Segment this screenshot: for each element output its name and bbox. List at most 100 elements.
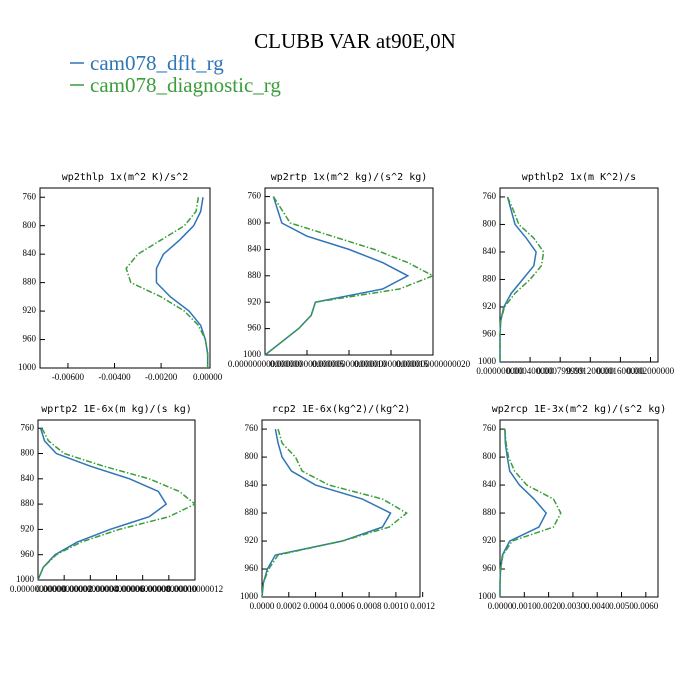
x-tick-label: 0.00000000002 (36, 584, 92, 594)
x-tick-label: 0.000000000000020 (396, 359, 471, 369)
legend-entry: cam078_dflt_rg (90, 51, 224, 75)
x-tick-label: 0.00000000006 (88, 584, 145, 594)
x-tick-label: 0.0000 (488, 601, 513, 611)
x-tick-label: 0.0060 (633, 601, 658, 611)
panel-title: rcp2 1E-6x(kg^2)/(kg^2) (272, 404, 410, 415)
x-tick-label: 0.000000000000000 (228, 359, 303, 369)
x-tick-label: 0.000000000 (476, 366, 524, 376)
profile-line (155, 197, 209, 368)
panel-title: wp2rtp 1x(m^2 kg)/(s^2 kg) (271, 172, 428, 183)
y-tick-label: 960 (483, 329, 497, 339)
y-tick-label: 800 (248, 217, 262, 227)
panel-title: wprtp2 1E-6x(m kg)/(s kg) (41, 404, 192, 415)
x-tick-label: 0.00000000004 (62, 584, 119, 594)
plot-frame (39, 187, 211, 369)
y-tick-label: 1000 (478, 356, 497, 366)
profile-line (264, 196, 435, 356)
y-tick-label: 960 (483, 563, 497, 573)
y-tick-label: 1000 (18, 362, 37, 372)
x-tick-label: 0.0004 (303, 601, 328, 611)
y-tick-label: 800 (483, 219, 497, 229)
y-tick-label: 760 (23, 191, 37, 201)
y-tick-label: 840 (483, 479, 497, 489)
y-tick-label: 1000 (478, 591, 497, 601)
y-tick-label: 760 (483, 191, 497, 201)
x-tick-label: 0.0040 (585, 601, 610, 611)
y-tick-label: 800 (245, 451, 259, 461)
y-tick-label: 1000 (243, 349, 262, 359)
y-tick-label: 760 (21, 422, 35, 432)
y-tick-label: 880 (483, 507, 497, 517)
x-tick-label: 0.000799999 (537, 366, 585, 376)
x-tick-label: 0.0006 (330, 601, 355, 611)
x-tick-label: -0.00200 (145, 372, 178, 382)
y-tick-label: 960 (245, 563, 259, 573)
x-tick-label: -0.00400 (98, 372, 131, 382)
x-tick-label: 0.0010 (512, 601, 537, 611)
x-tick-label: 0.00000000000 (10, 584, 67, 594)
x-tick-label: 0.001200000 (567, 366, 615, 376)
profile-line (125, 197, 209, 368)
x-tick-label: 0.000000000000005 (270, 359, 345, 369)
x-tick-label: 0.000000000000015 (354, 359, 429, 369)
x-tick-label: 0.0010 (384, 601, 409, 611)
x-tick-label: 0.00000 (193, 372, 223, 382)
panel-title: wpthlp2 1x(m K^2)/s (522, 172, 636, 183)
y-tick-label: 880 (23, 277, 37, 287)
x-tick-label: 0.0030 (561, 601, 586, 611)
panel-title: wp2thlp 1x(m^2 K)/s^2 (62, 172, 188, 183)
y-tick-label: 920 (483, 535, 497, 545)
y-tick-label: 840 (23, 248, 37, 258)
profile-line (499, 429, 562, 597)
y-tick-label: 760 (245, 423, 259, 433)
y-tick-label: 920 (21, 523, 35, 533)
legend-entry: cam078_diagnostic_rg (90, 73, 281, 97)
profile-line (261, 428, 408, 598)
plot-frame (261, 419, 421, 598)
x-tick-label: -0.00600 (52, 372, 85, 382)
y-tick-label: 880 (245, 507, 259, 517)
y-tick-label: 800 (23, 220, 37, 230)
x-tick-label: 0.0002 (276, 601, 301, 611)
y-tick-label: 920 (23, 305, 37, 315)
profile-line (37, 427, 168, 581)
x-tick-label: 0.0050 (609, 601, 634, 611)
y-tick-label: 880 (248, 270, 262, 280)
y-tick-label: 800 (21, 448, 35, 458)
x-tick-label: 0.00000000008 (115, 584, 172, 594)
y-tick-label: 920 (483, 301, 497, 311)
y-tick-label: 760 (483, 423, 497, 433)
y-tick-label: 880 (483, 274, 497, 284)
y-tick-label: 840 (245, 479, 259, 489)
profile-line (261, 428, 392, 598)
y-tick-label: 960 (23, 334, 37, 344)
figure-title: CLUBB VAR at90E,0N (254, 29, 456, 53)
y-tick-label: 920 (245, 535, 259, 545)
x-tick-label: 0.0012 (410, 601, 435, 611)
y-tick-label: 920 (248, 296, 262, 306)
x-tick-label: 0.00000000010 (141, 584, 198, 594)
x-tick-label: 0.00000000012 (167, 584, 223, 594)
plot-frame (499, 419, 659, 598)
x-tick-label: 0.0008 (357, 601, 382, 611)
y-tick-label: 760 (248, 191, 262, 201)
y-tick-label: 1000 (16, 574, 35, 584)
profile-line (499, 196, 545, 362)
y-tick-label: 960 (248, 323, 262, 333)
y-tick-label: 840 (248, 243, 262, 253)
x-tick-label: 0.000000000000010 (312, 359, 387, 369)
x-tick-label: 0.002000000 (627, 366, 675, 376)
plot-frame (499, 187, 659, 363)
panel-title: wp2rcp 1E-3x(m^2 kg)/(s^2 kg) (492, 404, 667, 415)
y-tick-label: 1000 (240, 591, 259, 601)
x-tick-label: 0.0020 (536, 601, 561, 611)
y-tick-label: 840 (483, 246, 497, 256)
y-tick-label: 800 (483, 451, 497, 461)
x-tick-label: 0.001600000 (597, 366, 645, 376)
y-tick-label: 840 (21, 473, 35, 483)
x-tick-label: 0.0000 (250, 601, 275, 611)
profile-line (37, 427, 197, 581)
x-tick-label: 0.000400000 (506, 366, 554, 376)
